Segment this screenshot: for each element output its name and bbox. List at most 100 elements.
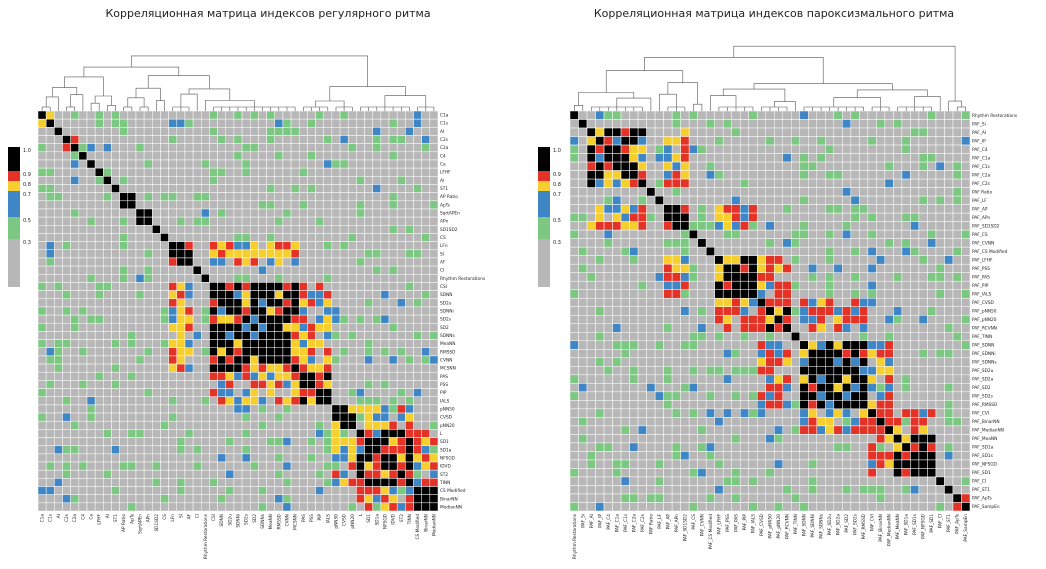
heatmap-cell bbox=[731, 391, 741, 401]
heatmap-cell bbox=[765, 383, 775, 393]
heatmap-cell bbox=[413, 208, 422, 218]
heatmap-cell bbox=[663, 332, 673, 342]
heatmap-cell bbox=[739, 451, 749, 461]
heatmap-cell bbox=[637, 340, 647, 350]
heatmap-cell bbox=[722, 332, 732, 342]
heatmap-cell bbox=[799, 297, 809, 307]
heatmap-cell bbox=[952, 119, 962, 129]
heatmap-cell bbox=[364, 429, 373, 438]
heatmap-cell bbox=[867, 459, 877, 469]
heatmap-cell bbox=[152, 412, 161, 422]
heatmap-cell bbox=[266, 355, 275, 365]
heatmap-cell bbox=[282, 135, 292, 144]
heatmap-cell bbox=[637, 493, 647, 503]
heatmap-cell bbox=[722, 391, 732, 401]
heatmap-cell bbox=[70, 380, 80, 389]
heatmap-cell bbox=[233, 371, 243, 381]
heatmap-cell bbox=[217, 306, 226, 316]
heatmap-cell bbox=[654, 408, 664, 418]
heatmap-cell bbox=[935, 493, 945, 503]
heatmap-cell bbox=[569, 400, 579, 410]
heatmap-cell bbox=[176, 192, 186, 202]
heatmap-cell bbox=[867, 127, 877, 137]
heatmap-cell bbox=[825, 323, 835, 333]
heatmap-cell bbox=[290, 396, 300, 406]
heatmap-cell bbox=[258, 461, 267, 471]
heatmap-cell bbox=[782, 289, 792, 299]
heatmap-cell bbox=[192, 388, 202, 397]
heatmap-cell bbox=[143, 412, 153, 422]
column-label: PAF_RMSSD bbox=[861, 513, 867, 539]
heatmap-cell bbox=[961, 229, 971, 239]
heatmap-cell bbox=[901, 272, 911, 282]
heatmap-cell bbox=[825, 459, 835, 469]
heatmap-cell bbox=[816, 323, 826, 333]
heatmap-cell bbox=[569, 204, 579, 214]
heatmap-cell bbox=[859, 289, 869, 299]
heatmap-cell bbox=[282, 274, 292, 283]
heatmap-cell bbox=[603, 451, 613, 461]
heatmap-cell bbox=[429, 461, 439, 471]
heatmap-cell bbox=[739, 357, 749, 367]
heatmap-cell bbox=[629, 383, 639, 393]
heatmap-cell bbox=[586, 238, 596, 248]
heatmap-cell bbox=[307, 453, 316, 463]
heatmap-cell bbox=[637, 451, 647, 461]
heatmap-cell bbox=[307, 184, 316, 193]
heatmap-cell bbox=[282, 151, 292, 161]
heatmap-cell bbox=[356, 233, 365, 242]
heatmap-cell bbox=[86, 110, 96, 120]
heatmap-cell bbox=[266, 249, 275, 259]
heatmap-cell bbox=[103, 208, 112, 218]
heatmap-cell bbox=[331, 225, 341, 234]
heatmap-cell bbox=[70, 282, 80, 291]
heatmap-cell bbox=[364, 282, 373, 291]
heatmap-cell bbox=[307, 412, 316, 422]
heatmap-cell bbox=[952, 493, 962, 503]
heatmap-cell bbox=[135, 216, 145, 226]
heatmap-cell bbox=[748, 263, 758, 273]
heatmap-cell bbox=[201, 453, 210, 463]
heatmap-cell bbox=[331, 363, 341, 373]
heatmap-cell bbox=[629, 212, 639, 222]
heatmap-cell bbox=[952, 195, 962, 205]
heatmap-cell bbox=[748, 289, 758, 299]
heatmap-cell bbox=[714, 383, 724, 393]
heatmap-cell bbox=[315, 469, 324, 479]
heatmap-cell bbox=[876, 263, 886, 273]
heatmap-cell bbox=[825, 221, 835, 231]
column-label: PAF_IP bbox=[597, 514, 603, 528]
heatmap-cell bbox=[739, 187, 749, 197]
dendrogram-branch bbox=[90, 102, 100, 111]
heatmap-cell bbox=[629, 127, 639, 137]
heatmap-cell bbox=[176, 290, 186, 299]
heatmap-cell bbox=[45, 363, 55, 373]
heatmap-cell bbox=[808, 153, 818, 163]
heatmap-cell bbox=[62, 225, 71, 234]
heatmap-cell bbox=[168, 502, 178, 512]
heatmap-cell bbox=[722, 383, 732, 393]
heatmap-cell bbox=[78, 380, 88, 389]
column-label: SDNNi bbox=[236, 514, 242, 528]
heatmap-cell bbox=[612, 195, 622, 205]
heatmap-cell bbox=[119, 265, 129, 275]
heatmap-cell bbox=[127, 388, 137, 397]
heatmap-cell bbox=[808, 425, 818, 435]
heatmap-cell bbox=[586, 434, 596, 444]
heatmap-cell bbox=[944, 459, 954, 469]
heatmap-cell bbox=[765, 442, 775, 452]
heatmap-cell bbox=[756, 459, 766, 469]
heatmap-cell bbox=[663, 340, 673, 350]
heatmap-cell bbox=[421, 290, 431, 299]
heatmap-cell bbox=[70, 298, 80, 308]
heatmap-cell bbox=[722, 459, 732, 469]
heatmap-cell bbox=[339, 274, 349, 283]
heatmap-cell bbox=[825, 451, 835, 461]
heatmap-cell bbox=[808, 485, 818, 495]
heatmap-cell bbox=[249, 176, 259, 185]
heatmap-cell bbox=[258, 502, 267, 512]
heatmap-cell bbox=[307, 331, 316, 340]
heatmap-cell bbox=[184, 322, 194, 332]
heatmap-cell bbox=[680, 212, 690, 222]
heatmap-cell bbox=[429, 502, 439, 512]
